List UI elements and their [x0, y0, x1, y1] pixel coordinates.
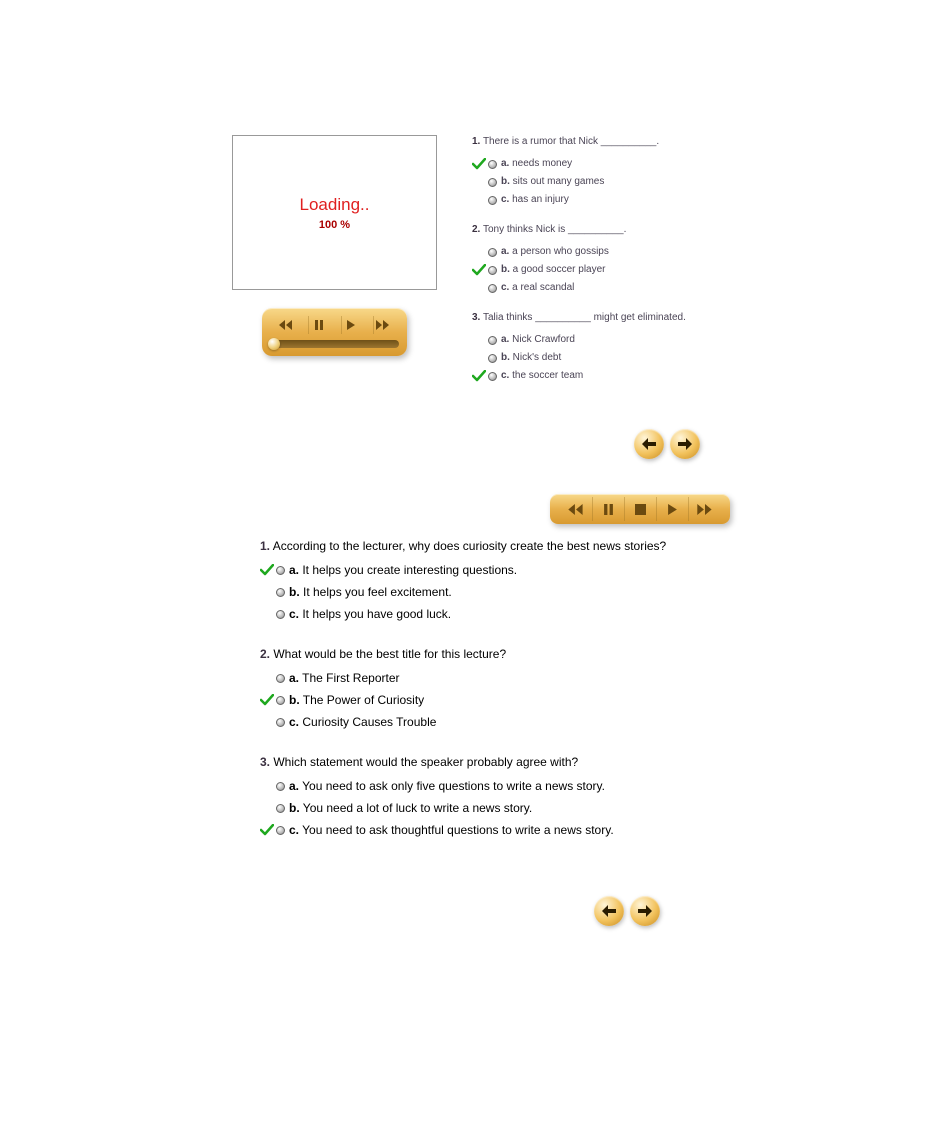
- play-button[interactable]: [341, 316, 361, 334]
- question: 1. There is a rumor that Nick __________…: [472, 135, 686, 209]
- radio-icon[interactable]: [276, 696, 285, 705]
- media-player: [262, 308, 407, 356]
- play-button[interactable]: [656, 497, 688, 521]
- option-label: c. It helps you have good luck.: [289, 607, 451, 621]
- answer-option[interactable]: b. It helps you feel excitement.: [260, 581, 945, 603]
- radio-icon[interactable]: [276, 804, 285, 813]
- radio-icon[interactable]: [488, 178, 497, 187]
- radio-icon[interactable]: [488, 196, 497, 205]
- answer-option[interactable]: c. It helps you have good luck.: [260, 603, 945, 625]
- fastforward-button[interactable]: [688, 497, 720, 521]
- question: 3. Which statement would the speaker pro…: [260, 755, 945, 841]
- option-label: c. a real scandal: [501, 281, 574, 295]
- radio-icon[interactable]: [276, 588, 285, 597]
- answer-option[interactable]: b. You need a lot of luck to write a new…: [260, 797, 945, 819]
- radio-icon[interactable]: [276, 566, 285, 575]
- loading-label: Loading..: [300, 195, 370, 215]
- option-label: a. needs money: [501, 157, 572, 171]
- prev-button[interactable]: [634, 429, 664, 459]
- answer-option[interactable]: c. You need to ask thoughtful questions …: [260, 819, 945, 841]
- radio-icon[interactable]: [488, 248, 497, 257]
- answer-option[interactable]: a. It helps you create interesting quest…: [260, 559, 945, 581]
- option-label: b. a good soccer player: [501, 263, 606, 277]
- seek-thumb[interactable]: [268, 338, 280, 350]
- question: 3. Talia thinks __________ might get eli…: [472, 311, 686, 385]
- radio-icon[interactable]: [488, 160, 497, 169]
- option-label: a. Nick Crawford: [501, 333, 575, 347]
- radio-icon[interactable]: [276, 610, 285, 619]
- option-label: a. a person who gossips: [501, 245, 609, 259]
- radio-icon[interactable]: [488, 336, 497, 345]
- answer-option[interactable]: b. The Power of Curiosity: [260, 689, 945, 711]
- option-label: b. The Power of Curiosity: [289, 693, 424, 707]
- option-label: b. You need a lot of luck to write a new…: [289, 801, 532, 815]
- radio-icon[interactable]: [276, 674, 285, 683]
- checkmark-icon: [260, 564, 274, 576]
- answer-option[interactable]: b. sits out many games: [472, 173, 686, 191]
- radio-icon[interactable]: [276, 826, 285, 835]
- checkmark-icon: [472, 158, 486, 170]
- section1-questions: 1. There is a rumor that Nick __________…: [472, 135, 686, 399]
- section2-questions: 1. According to the lecturer, why does c…: [232, 539, 945, 841]
- answer-option[interactable]: c. the soccer team: [472, 367, 686, 385]
- option-label: c. Curiosity Causes Trouble: [289, 715, 436, 729]
- seek-track[interactable]: [270, 340, 399, 348]
- option-label: a. The First Reporter: [289, 671, 400, 685]
- option-label: a. You need to ask only five questions t…: [289, 779, 605, 793]
- radio-icon[interactable]: [488, 354, 497, 363]
- rewind-button[interactable]: [276, 316, 296, 334]
- answer-option[interactable]: a. Nick Crawford: [472, 331, 686, 349]
- prev-button[interactable]: [594, 896, 624, 926]
- media-player-wide: [550, 494, 730, 524]
- question: 2. What would be the best title for this…: [260, 647, 945, 733]
- fastforward-button[interactable]: [373, 316, 393, 334]
- next-button[interactable]: [630, 896, 660, 926]
- radio-icon[interactable]: [488, 372, 497, 381]
- pause-button[interactable]: [592, 497, 624, 521]
- question-text: 3. Talia thinks __________ might get eli…: [472, 311, 686, 325]
- question-text: 3. Which statement would the speaker pro…: [260, 755, 945, 769]
- question: 2. Tony thinks Nick is __________. a. a p…: [472, 223, 686, 297]
- question: 1. According to the lecturer, why does c…: [260, 539, 945, 625]
- answer-option[interactable]: a. The First Reporter: [260, 667, 945, 689]
- radio-icon[interactable]: [276, 782, 285, 791]
- answer-option[interactable]: c. a real scandal: [472, 279, 686, 297]
- option-label: c. the soccer team: [501, 369, 583, 383]
- next-button[interactable]: [670, 429, 700, 459]
- option-label: c. You need to ask thoughtful questions …: [289, 823, 614, 837]
- answer-option[interactable]: a. You need to ask only five questions t…: [260, 775, 945, 797]
- radio-icon[interactable]: [488, 284, 497, 293]
- answer-option[interactable]: a. a person who gossips: [472, 243, 686, 261]
- answer-option[interactable]: b. a good soccer player: [472, 261, 686, 279]
- question-text: 2. What would be the best title for this…: [260, 647, 945, 661]
- checkmark-icon: [260, 824, 274, 836]
- answer-option[interactable]: b. Nick's debt: [472, 349, 686, 367]
- option-label: a. It helps you create interesting quest…: [289, 563, 517, 577]
- radio-icon[interactable]: [488, 266, 497, 275]
- answer-option[interactable]: a. needs money: [472, 155, 686, 173]
- loading-percent: 100 %: [319, 219, 350, 231]
- radio-icon[interactable]: [276, 718, 285, 727]
- option-label: c. has an injury: [501, 193, 569, 207]
- video-placeholder: Loading.. 100 %: [232, 135, 437, 290]
- question-text: 1. There is a rumor that Nick __________…: [472, 135, 686, 149]
- option-label: b. It helps you feel excitement.: [289, 585, 452, 599]
- answer-option[interactable]: c. has an injury: [472, 191, 686, 209]
- checkmark-icon: [472, 264, 486, 276]
- checkmark-icon: [472, 370, 486, 382]
- checkmark-icon: [260, 694, 274, 706]
- pause-button[interactable]: [308, 316, 328, 334]
- option-label: b. sits out many games: [501, 175, 604, 189]
- answer-option[interactable]: c. Curiosity Causes Trouble: [260, 711, 945, 733]
- stop-button[interactable]: [624, 497, 656, 521]
- question-text: 1. According to the lecturer, why does c…: [260, 539, 945, 553]
- rewind-button[interactable]: [560, 497, 592, 521]
- option-label: b. Nick's debt: [501, 351, 561, 365]
- question-text: 2. Tony thinks Nick is __________.: [472, 223, 686, 237]
